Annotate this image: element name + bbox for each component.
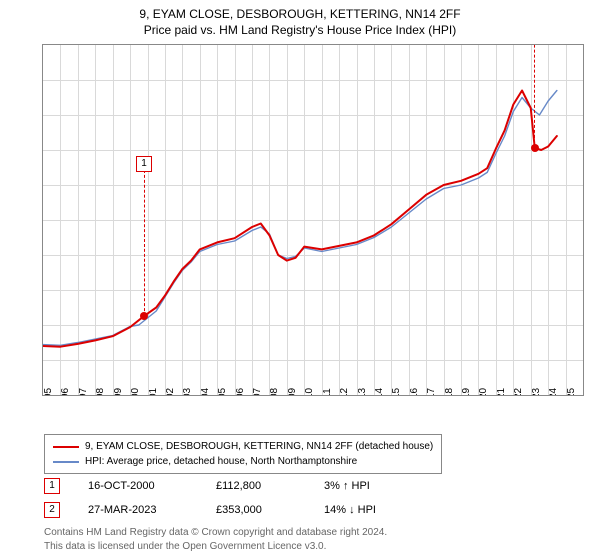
chart-title: 9, EYAM CLOSE, DESBOROUGH, KETTERING, NN… (0, 6, 600, 22)
series-property (43, 91, 557, 347)
plot-area: £0£50K£100K£150K£200K£250K£300K£350K£400… (42, 44, 584, 396)
legend-label: 9, EYAM CLOSE, DESBOROUGH, KETTERING, NN… (85, 439, 433, 454)
sale-date: 27-MAR-2023 (88, 504, 188, 516)
sale-marker-line (144, 170, 145, 316)
series-hpi (43, 91, 557, 346)
legend-row: 9, EYAM CLOSE, DESBOROUGH, KETTERING, NN… (53, 439, 433, 454)
chart-lines (43, 45, 583, 395)
sale-price: £353,000 (216, 504, 296, 516)
attribution-footer: Contains HM Land Registry data © Crown c… (44, 526, 387, 553)
sale-price: £112,800 (216, 480, 296, 492)
legend-swatch (53, 461, 79, 463)
legend: 9, EYAM CLOSE, DESBOROUGH, KETTERING, NN… (44, 434, 442, 474)
sale-index-box: 2 (44, 502, 60, 518)
sale-delta: 3% ↑ HPI (324, 480, 370, 492)
sale-date: 16-OCT-2000 (88, 480, 188, 492)
sale-marker-box: 1 (136, 156, 152, 172)
sale-row-2: 2 27-MAR-2023 £353,000 14% ↓ HPI (44, 502, 376, 518)
chart-subtitle: Price paid vs. HM Land Registry's House … (0, 22, 600, 38)
sale-row-1: 1 16-OCT-2000 £112,800 3% ↑ HPI (44, 478, 370, 494)
footer-line: Contains HM Land Registry data © Crown c… (44, 526, 387, 540)
legend-label: HPI: Average price, detached house, Nort… (85, 454, 357, 469)
x-axis-label: 2026 (583, 386, 584, 396)
sale-delta: 14% ↓ HPI (324, 504, 376, 516)
footer-line: This data is licensed under the Open Gov… (44, 540, 387, 554)
sale-index-box: 1 (44, 478, 60, 494)
sale-marker-line (534, 44, 535, 148)
legend-swatch (53, 446, 79, 448)
legend-row: HPI: Average price, detached house, Nort… (53, 454, 433, 469)
